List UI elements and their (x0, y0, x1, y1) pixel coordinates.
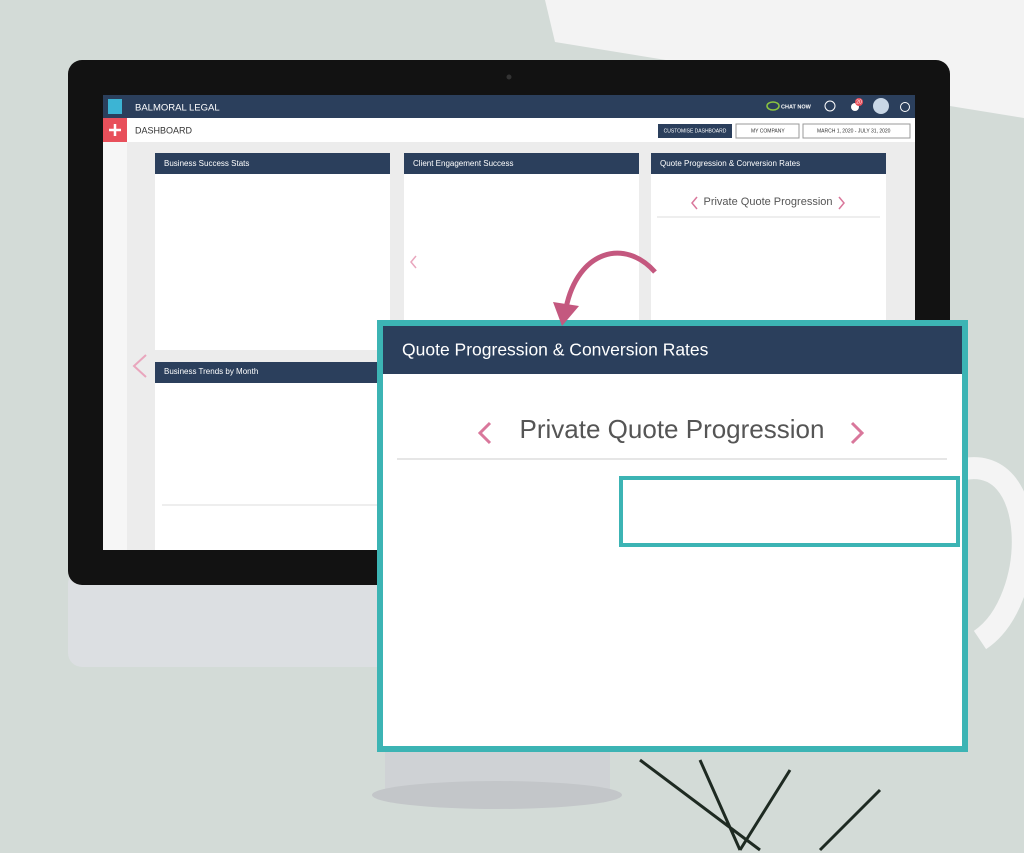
help-icon[interactable] (824, 100, 836, 112)
date-label: MARCH 1, 2020 - JULY 31, 2020 (817, 128, 891, 134)
panel (404, 153, 639, 333)
zoom-header (383, 326, 962, 374)
callout-arrowhead (553, 302, 579, 326)
plus-icon (109, 124, 121, 136)
panel-title: Quote Progression & Conversion Rates (660, 159, 800, 168)
panel (155, 153, 390, 350)
company-label: MY COMPANY (751, 128, 785, 134)
avatar[interactable] (873, 98, 889, 114)
prev-arrow[interactable] (477, 421, 492, 445)
camera (506, 74, 512, 80)
prev-arrow[interactable] (410, 255, 417, 269)
zoom-panel (377, 320, 968, 752)
sidebar (103, 142, 127, 550)
panel (651, 153, 886, 333)
plant-leaves (639, 758, 882, 852)
top-bar (103, 95, 915, 118)
brand: BALMORAL LEGAL (135, 103, 220, 114)
notification-count: 20 (856, 99, 862, 105)
zoom-subtitle: Private Quote Progression (520, 414, 825, 444)
badge (855, 98, 863, 106)
next-arrow[interactable] (850, 421, 865, 445)
customise-button[interactable] (658, 124, 732, 138)
chat-icon[interactable] (766, 101, 780, 111)
highlight-box (619, 476, 960, 547)
panel-title: Client Engagement Success (413, 159, 514, 168)
prev-arrow[interactable] (132, 354, 147, 378)
panel-header (155, 153, 390, 174)
customise-label: CUSTOMISE DASHBOARD (664, 128, 727, 134)
panel (155, 362, 390, 550)
panel-title: Business Success Stats (164, 159, 249, 168)
chat-button[interactable]: CHAT NOW (781, 104, 812, 110)
panel-header (404, 153, 639, 174)
company-select[interactable] (735, 123, 800, 139)
zoom-title: Quote Progression & Conversion Rates (402, 340, 709, 360)
power-icon[interactable] (900, 102, 910, 112)
panel-subtitle: Private Quote Progression (703, 196, 832, 208)
panel-title: Business Trends by Month (164, 367, 258, 376)
callout-arrow (563, 250, 657, 309)
headphones (957, 457, 1024, 650)
panel-header (155, 362, 390, 383)
logo (108, 99, 122, 114)
date-select[interactable] (802, 123, 911, 139)
panel-header (651, 153, 886, 174)
next-arrow[interactable] (838, 196, 845, 210)
monitor-base (372, 781, 622, 809)
section-title: DASHBOARD (135, 125, 193, 135)
prev-arrow[interactable] (691, 196, 698, 210)
